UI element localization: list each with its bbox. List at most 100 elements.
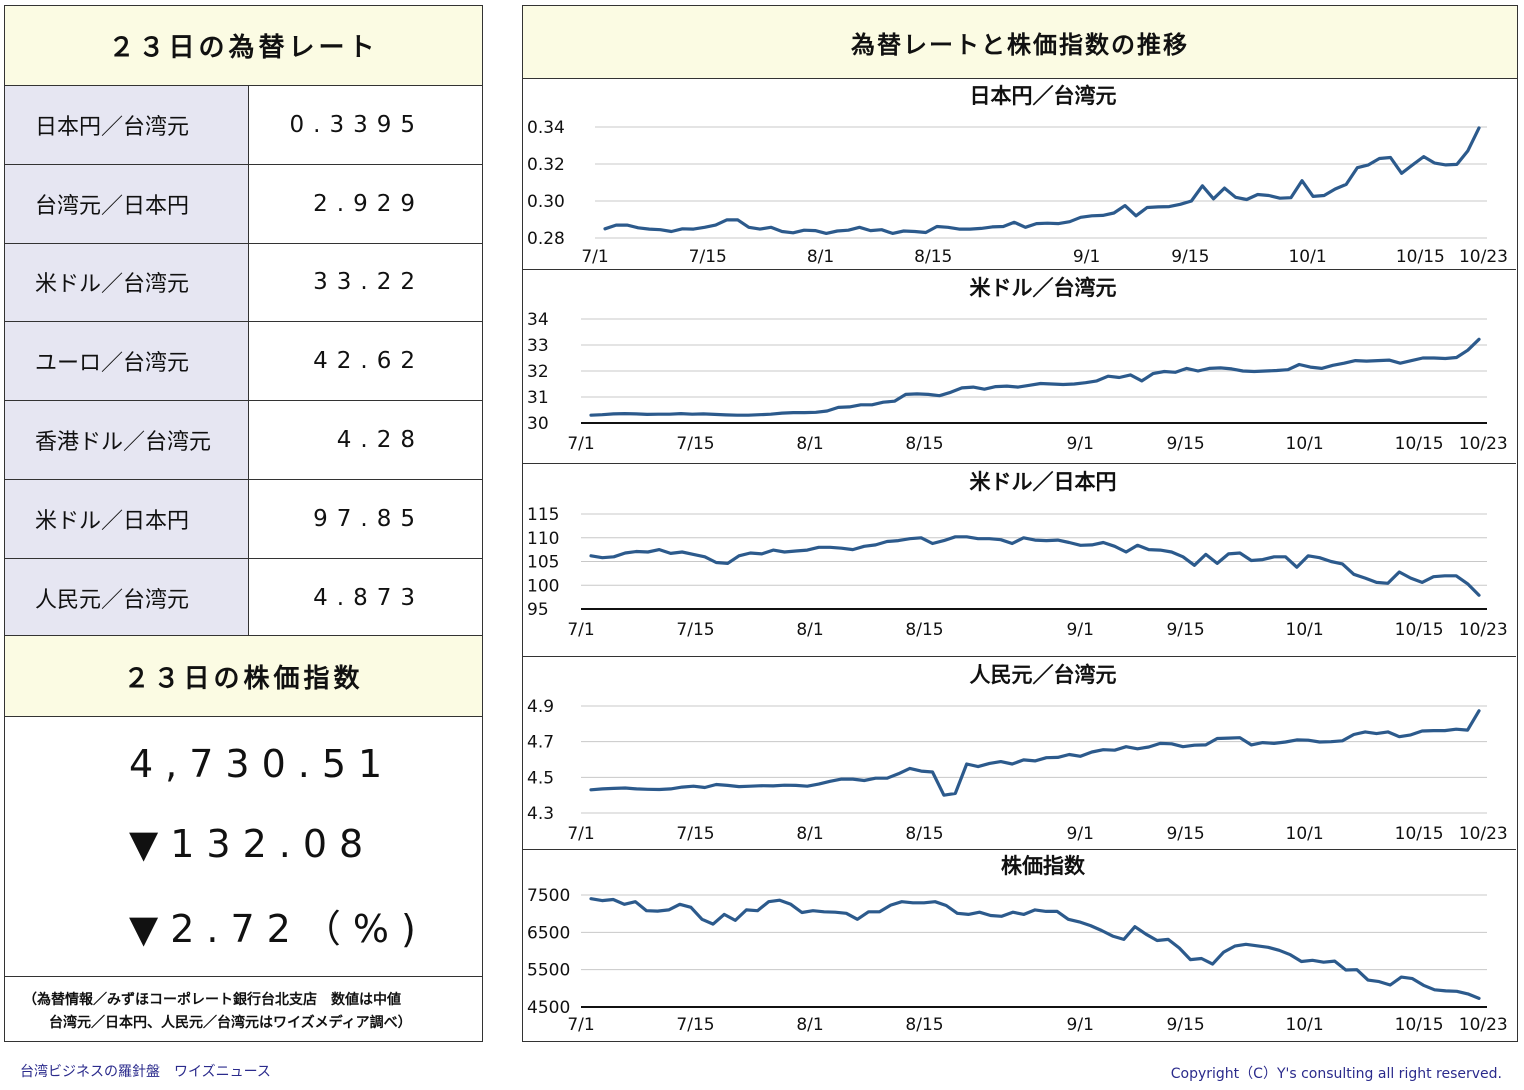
y-tick-label: 33 — [527, 336, 549, 356]
y-tick-label: 0.32 — [527, 155, 565, 175]
x-tick-label: 7/1 — [567, 620, 594, 640]
y-tick-label: 0.30 — [527, 192, 565, 212]
x-tick-label: 9/15 — [1166, 434, 1204, 454]
x-tick-label: 7/15 — [676, 434, 714, 454]
x-tick-label: 9/15 — [1166, 824, 1204, 844]
chart-separator — [523, 656, 1516, 657]
x-tick-label: 9/15 — [1166, 1015, 1204, 1035]
rate-name: 台湾元／日本円 — [5, 164, 249, 243]
rate-value: 0.3395 — [289, 111, 424, 138]
footer-brand: 台湾ビジネスの羅針盤 ワイズニュース — [20, 1064, 271, 1080]
x-tick-label: 7/15 — [676, 620, 714, 640]
x-tick-label: 8/1 — [796, 824, 823, 844]
y-tick-label: 100 — [527, 576, 559, 596]
x-tick-label: 9/1 — [1067, 434, 1094, 454]
series-line — [589, 897, 1481, 1000]
rate-value: 97.85 — [313, 505, 424, 532]
rate-name: 日本円／台湾元 — [5, 86, 249, 164]
x-tick-label: 8/15 — [905, 434, 943, 454]
x-tick-label: 7/1 — [581, 247, 608, 267]
x-tick-label: 10/15 — [1396, 247, 1445, 267]
source-note-line1: （為替情報／みずほコーポレート銀行台北支店 数値は中値 — [23, 992, 401, 1008]
rate-value: 2.929 — [313, 190, 424, 217]
y-tick-label: 34 — [527, 310, 549, 330]
chart-title: 米ドル／日本円 — [970, 470, 1117, 494]
x-tick-label: 10/23 — [1459, 434, 1508, 454]
y-tick-label: 115 — [527, 505, 559, 525]
x-tick-label: 8/1 — [796, 1015, 823, 1035]
chart-2: 米ドル／台湾元 34 33 32 31 30 7/1 7/15 8/1 8/15 9/1 9/15 10… — [523, 269, 1516, 463]
x-tick-label: 7/1 — [567, 1015, 594, 1035]
rate-row: ユーロ／台湾元 42.62 — [5, 322, 482, 402]
chart-4: 人民元／台湾元 4.9 4.7 4.5 4.3 7/1 7/15 8/1 8/15 9/1 9/15… — [523, 656, 1516, 849]
index-change: ▼132.08 — [129, 822, 376, 866]
x-tick-label: 10/1 — [1286, 434, 1324, 454]
series-line — [603, 126, 1481, 235]
rate-name: 人民元／台湾元 — [5, 558, 249, 638]
x-tick-label: 8/1 — [796, 434, 823, 454]
rate-row: 米ドル／台湾元 33.22 — [5, 243, 482, 323]
rates-table: ２３日の為替レート 日本円／台湾元 0.3395 台湾元／日本円 2.929 米ドル／台… — [4, 5, 483, 638]
y-tick-label: 105 — [527, 553, 559, 573]
chart-title: 米ドル／台湾元 — [970, 276, 1117, 300]
rate-row: 日本円／台湾元 0.3395 — [5, 86, 482, 165]
x-tick-label: 9/15 — [1171, 247, 1209, 267]
x-tick-label: 10/15 — [1395, 824, 1444, 844]
x-tick-label: 7/1 — [567, 434, 594, 454]
rate-name: ユーロ／台湾元 — [5, 322, 249, 401]
rate-value: 42.62 — [313, 348, 424, 375]
y-tick-label: 4500 — [527, 998, 570, 1018]
y-tick-label: 4.3 — [527, 804, 554, 824]
x-tick-label: 8/15 — [905, 824, 943, 844]
index-percent: ▼2.72（%) — [129, 907, 428, 951]
index-value: 4,730.51 — [129, 742, 395, 786]
x-tick-label: 7/15 — [676, 1015, 714, 1035]
y-tick-label: 4.9 — [527, 697, 554, 717]
x-tick-label: 8/1 — [807, 247, 834, 267]
x-tick-label: 10/23 — [1459, 620, 1508, 640]
x-tick-label: 10/15 — [1395, 1015, 1444, 1035]
y-tick-label: 4.7 — [527, 733, 554, 753]
chart-svg: 米ドル／台湾元 34 33 32 31 30 7/1 7/15 8/1 8/15 9/1 9/15 10… — [527, 276, 1508, 454]
stock-index-box: ２３日の株価指数 4,730.51 ▼132.08 ▼2.72（%) （為替情報… — [4, 635, 483, 1042]
y-tick-label: 32 — [527, 362, 549, 382]
chart-title: 人民元／台湾元 — [970, 663, 1117, 687]
series-line — [589, 337, 1481, 417]
rates-rows: 日本円／台湾元 0.3395 台湾元／日本円 2.929 米ドル／台湾元 33.22 ユーロ… — [5, 86, 482, 638]
series-line — [589, 535, 1481, 597]
x-tick-label: 10/1 — [1286, 824, 1324, 844]
rate-value: 33.22 — [313, 269, 424, 296]
charts-panel-title: 為替レートと株価指数の推移 — [523, 6, 1517, 79]
series-line — [589, 709, 1481, 797]
x-tick-label: 9/1 — [1067, 620, 1094, 640]
y-tick-label: 110 — [527, 529, 559, 549]
chart-separator — [523, 849, 1516, 850]
rate-value: 4.28 — [336, 427, 424, 454]
rates-title: ２３日の為替レート — [5, 6, 482, 86]
x-tick-label: 10/15 — [1395, 434, 1444, 454]
x-tick-label: 8/15 — [905, 1015, 943, 1035]
rate-row: 台湾元／日本円 2.929 — [5, 164, 482, 244]
chart-title: 日本円／台湾元 — [970, 84, 1117, 108]
charts-panel: 為替レートと株価指数の推移 日本円／台湾元 0.34 0.32 0.30 0.28 7/1… — [522, 5, 1518, 1042]
y-tick-label: 4.5 — [527, 768, 554, 788]
y-tick-label: 6500 — [527, 923, 570, 943]
chart-separator — [523, 269, 1516, 270]
rate-value: 4.873 — [313, 585, 424, 612]
source-note: （為替情報／みずほコーポレート銀行台北支店 数値は中値 台湾元／日本円、人民元／… — [5, 976, 482, 1042]
y-tick-label: 7500 — [527, 886, 570, 906]
y-tick-label: 30 — [527, 414, 549, 434]
chart-3: 米ドル／日本円 115 110 105 100 95 7/1 7/15 8/1 8/15 9/1 9/… — [523, 463, 1516, 656]
x-tick-label: 10/23 — [1459, 824, 1508, 844]
x-tick-label: 9/15 — [1166, 620, 1204, 640]
chart-separator — [523, 463, 1516, 464]
x-tick-label: 9/1 — [1067, 824, 1094, 844]
chart-svg: 日本円／台湾元 0.34 0.32 0.30 0.28 7/1 7/15 8/1 8/15 9/1… — [527, 84, 1508, 267]
x-tick-label: 10/15 — [1395, 620, 1444, 640]
rate-row: 人民元／台湾元 4.873 — [5, 558, 482, 638]
x-tick-label: 8/1 — [796, 620, 823, 640]
x-tick-label: 9/1 — [1073, 247, 1100, 267]
footer-copyright: Copyright（C）Y's consulting all right res… — [1170, 1066, 1502, 1082]
x-tick-label: 7/1 — [567, 824, 594, 844]
rate-row: 米ドル／日本円 97.85 — [5, 479, 482, 559]
